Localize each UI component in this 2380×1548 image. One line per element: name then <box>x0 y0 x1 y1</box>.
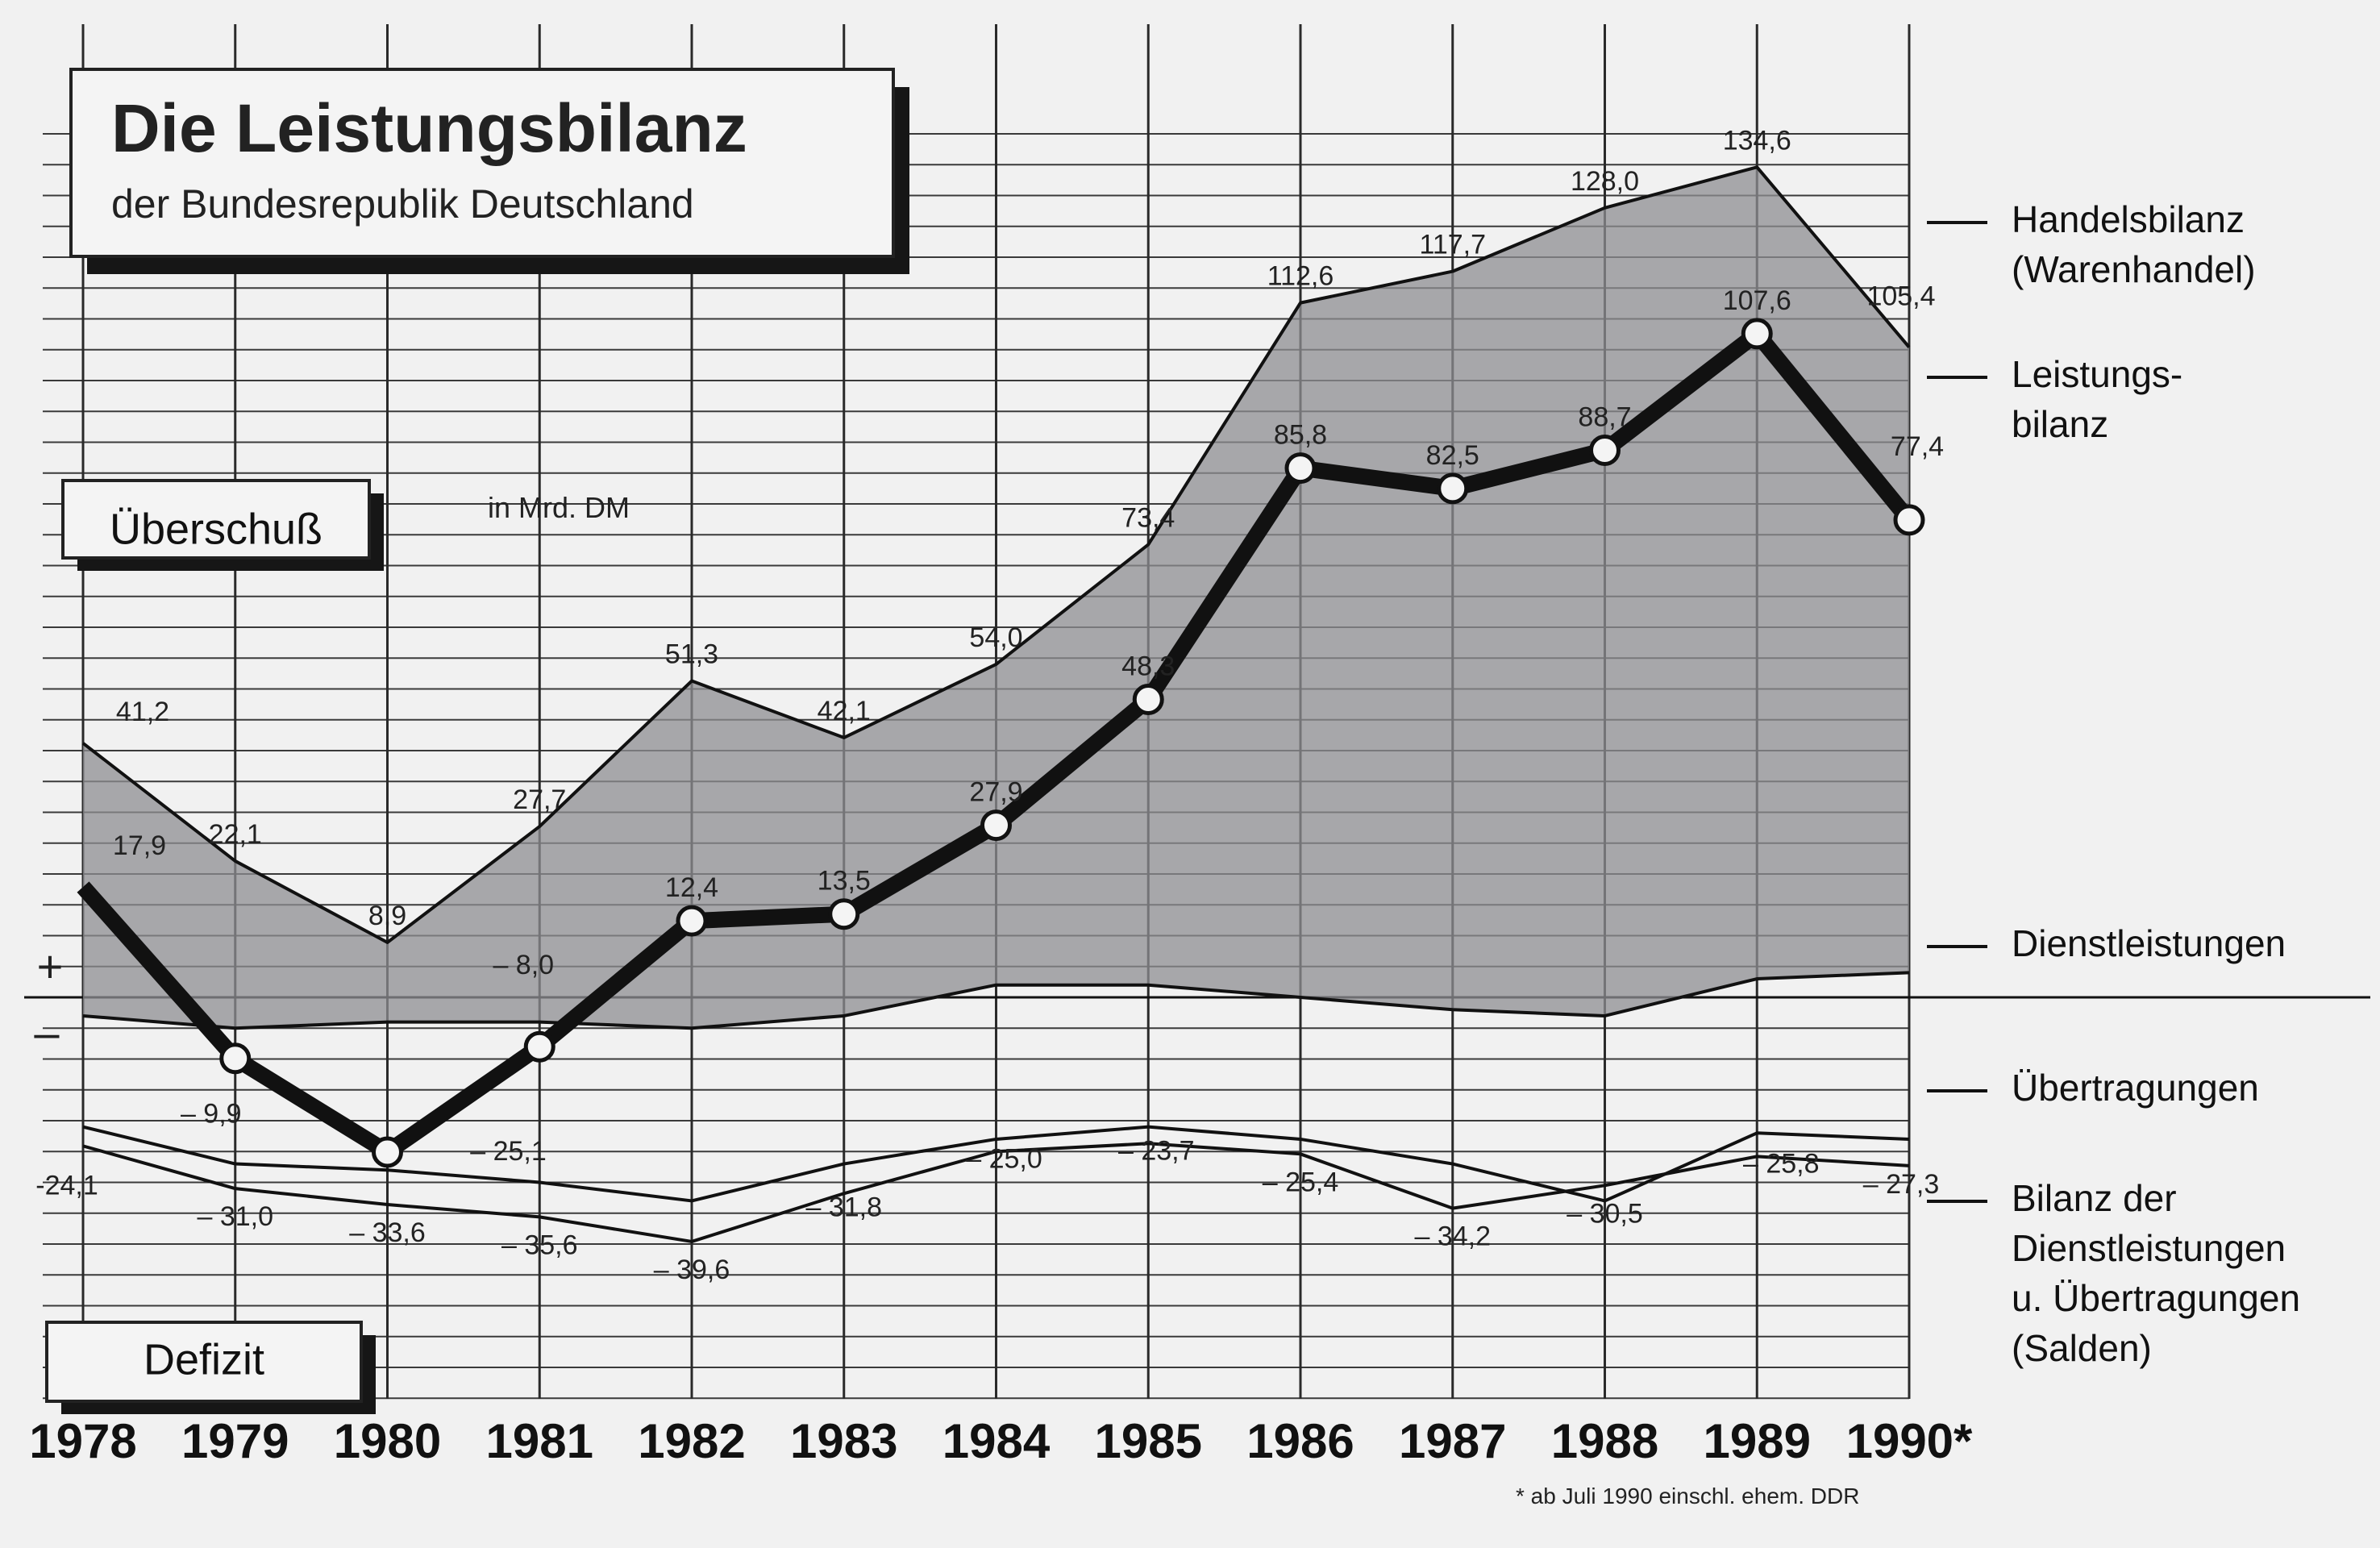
leistungsbilanz-point <box>1589 434 1621 466</box>
leistungsbilanz-value-label: 48,3 <box>1121 651 1175 682</box>
leistungsbilanz-point <box>1284 452 1317 485</box>
leistungsbilanz-point <box>980 809 1012 842</box>
salden-value-label: – 31,8 <box>805 1192 882 1222</box>
year-label: 1990* <box>1846 1414 1973 1468</box>
leistungsbilanz-point <box>1893 504 1925 536</box>
surplus-label: Überschuß <box>110 505 322 553</box>
handelsbilanz-value-label: 51,3 <box>665 639 718 670</box>
legend-label: u. Übertragungen <box>2012 1277 2300 1319</box>
leistungsbilanz-value-label: 17,9 <box>113 830 166 861</box>
legend-label: Dienstleistungen <box>2012 922 2286 964</box>
handelsbilanz-value-label: 41,2 <box>116 697 169 727</box>
year-label: 1984 <box>942 1414 1051 1468</box>
year-label: 1987 <box>1399 1414 1506 1468</box>
handelsbilanz-value-label: 134,6 <box>1723 125 1791 156</box>
leistungsbilanz-point <box>219 1042 252 1075</box>
leistungsbilanz-value-label: – 25,1 <box>470 1136 547 1167</box>
salden-value-label: – 25,8 <box>1743 1148 1820 1179</box>
salden-value-label: – 30,5 <box>1567 1198 1643 1229</box>
year-label: 1981 <box>486 1414 593 1468</box>
handelsbilanz-value-label: 73,4 <box>1121 502 1175 533</box>
handelsbilanz-value-label: 54,0 <box>969 622 1022 653</box>
uebertragungen-line <box>82 1125 1910 1203</box>
legend-label: Übertragungen <box>2012 1067 2259 1109</box>
salden-value-label: – 39,6 <box>654 1255 730 1285</box>
salden-value-label: – 25,4 <box>1263 1167 1339 1197</box>
leistungsbilanz-value-label: – 8,0 <box>493 950 554 980</box>
legend-label: Handelsbilanz <box>2012 198 2245 240</box>
legend-label: (Salden) <box>2012 1327 2152 1369</box>
legend-label: (Warenhandel) <box>2012 248 2256 290</box>
leistungsbilanz-point <box>676 905 708 937</box>
year-label: 1980 <box>334 1414 441 1468</box>
leistungsbilanz-value-label: 27,9 <box>969 777 1022 808</box>
x-axis-tick-labels: 1978 1979 1980 1981 1982 1983 1984 1985 1986 1987… <box>29 1414 1973 1468</box>
salden-value-label: – 34,2 <box>1414 1221 1491 1252</box>
leistungsbilanz-point <box>1741 318 1773 350</box>
legend: Handelsbilanz (Warenhandel) Leistungs-bila… <box>1927 198 2300 1369</box>
handelsbilanz-value-label: 8,9 <box>368 901 406 931</box>
leistungsbilanz-value-label: 85,8 <box>1274 420 1327 451</box>
chart-subtitle: der Bundesrepublik Deutschland <box>111 181 694 227</box>
salden-value-label: -24,1 <box>35 1170 98 1201</box>
unit-label: in Mrd. DM <box>488 491 630 524</box>
salden-line <box>82 1142 1910 1243</box>
leistungsbilanz-point <box>828 898 860 930</box>
year-label: 1985 <box>1095 1414 1202 1468</box>
handelsbilanz-value-label: 117,7 <box>1419 230 1486 260</box>
leistungsbilanz-point <box>1437 472 1469 505</box>
salden-value-label: – 31,0 <box>197 1201 273 1232</box>
salden-value-label: – 25,0 <box>966 1143 1042 1174</box>
plus-sign: + <box>37 941 64 992</box>
dienstleistungen-line <box>82 971 1910 1030</box>
minus-sign: – <box>34 1007 60 1058</box>
leistungsbilanz-value-label: 107,6 <box>1723 285 1791 316</box>
leistungsbilanz-value-label: – 9,9 <box>181 1099 242 1130</box>
leistungsbilanz-value-label: 88,7 <box>1578 402 1631 432</box>
handelsbilanz-value-label: 112,6 <box>1267 261 1334 292</box>
legend-label: Leistungs- <box>2012 353 2182 395</box>
handelsbilanz-value-label: 27,7 <box>513 784 566 815</box>
chart-title: Die Leistungsbilanz <box>111 90 747 166</box>
handelsbilanz-value-label: 105,4 <box>1866 281 1935 312</box>
year-label: 1986 <box>1246 1414 1354 1468</box>
legend-label: Bilanz der <box>2012 1177 2177 1219</box>
year-label: 1982 <box>638 1414 745 1468</box>
footnote: * ab Juli 1990 einschl. ehem. DDR <box>1516 1484 1859 1508</box>
shaded-area <box>83 167 1909 1029</box>
handelsbilanz-value-label: 22,1 <box>209 819 262 850</box>
value-labels: 41,2 22,1 8,9 27,7 51,3 42,1 54,0 73,4 112,6 117,… <box>35 125 1944 1285</box>
leistungsbilanz-value-label: 77,4 <box>1891 431 1944 462</box>
leistungsbilanz-point <box>1132 684 1164 716</box>
salden-value-label: – 35,6 <box>501 1230 578 1260</box>
year-label: 1983 <box>790 1414 897 1468</box>
year-label: 1979 <box>181 1414 289 1468</box>
handelsbilanz-value-label: 42,1 <box>818 696 871 726</box>
leistungsbilanz-point <box>523 1030 555 1063</box>
handelsbilanz-value-label: 128,0 <box>1571 166 1639 197</box>
deficit-box: Defizit <box>45 1321 376 1414</box>
leistungsbilanz-value-label: 12,4 <box>665 872 718 903</box>
title-box: Die Leistungsbilanz der Bundesrepublik D… <box>69 68 909 274</box>
legend-label: bilanz <box>2012 403 2108 445</box>
salden-value-label: – 23,7 <box>1118 1135 1195 1166</box>
salden-value-label: – 33,6 <box>349 1217 426 1248</box>
year-label: 1978 <box>29 1414 136 1468</box>
leistungsbilanz-value-label: 13,5 <box>818 866 871 897</box>
leistungsbilanz-value-label: 82,5 <box>1426 440 1479 471</box>
year-label: 1989 <box>1704 1414 1811 1468</box>
salden-value-label: – 27,3 <box>1863 1169 1940 1200</box>
trade-surplus-area <box>83 167 1909 1029</box>
year-label: 1988 <box>1551 1414 1658 1468</box>
legend-label: Dienstleistungen <box>2012 1227 2286 1269</box>
handelsbilanz-line <box>81 165 1911 944</box>
deficit-label: Defizit <box>144 1335 264 1384</box>
leistungsbilanz-markers <box>219 318 1925 1168</box>
surplus-box: Überschuß <box>61 479 384 571</box>
leistungsbilanz-point <box>372 1136 403 1168</box>
